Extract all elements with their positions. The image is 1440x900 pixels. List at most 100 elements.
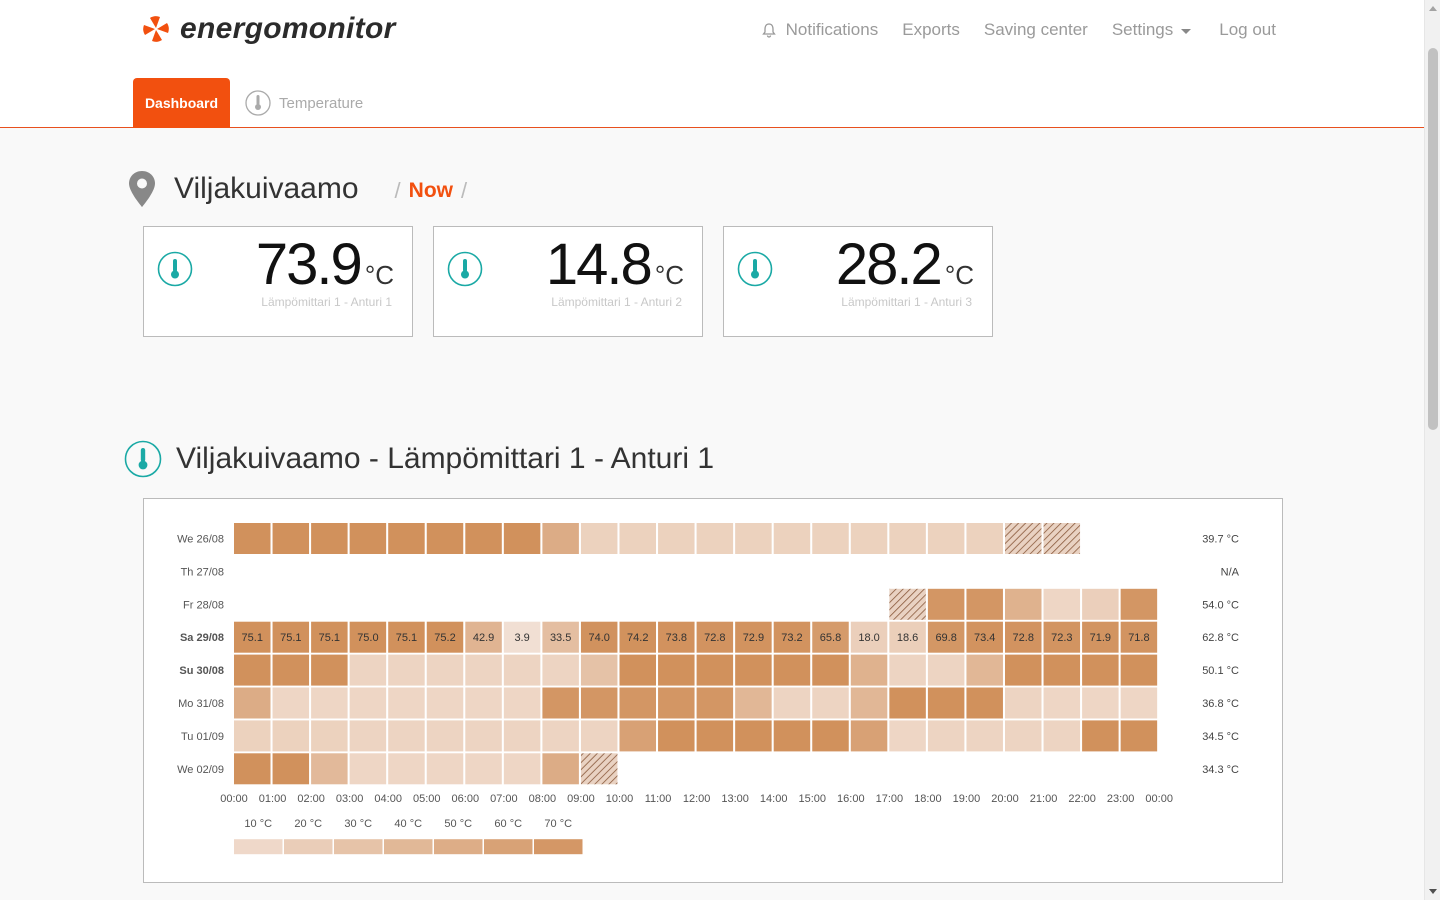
chart-header: Viljakuivaamo - Lämpömittari 1 - Anturi … xyxy=(124,440,714,478)
nav-logout[interactable]: Log out xyxy=(1219,20,1276,40)
legend-swatch xyxy=(384,839,433,855)
heatmap-cell-value: 3.9 xyxy=(514,632,529,644)
heatmap-cell xyxy=(812,654,849,686)
nav-exports-label: Exports xyxy=(902,20,960,39)
heatmap-cell xyxy=(658,523,695,554)
heatmap-cell xyxy=(812,687,849,719)
tab-temperature[interactable]: Temperature xyxy=(245,78,363,128)
heatmap-day-label: Mo 31/08 xyxy=(178,698,224,710)
heatmap-x-tick-label: 08:00 xyxy=(529,793,557,805)
legend-swatch xyxy=(234,839,283,855)
thermometer-icon xyxy=(737,251,773,287)
scroll-down-icon[interactable] xyxy=(1429,889,1437,894)
sensor-value-number: 73.9 xyxy=(255,232,363,297)
heatmap-cell xyxy=(927,720,965,752)
map-pin-icon xyxy=(129,171,155,207)
heatmap-cell xyxy=(349,654,387,686)
heatmap-cell xyxy=(619,720,656,752)
sensor-card[interactable]: 14.8 °C Lämpömittari 1 - Anturi 2 xyxy=(433,226,703,337)
tab-dashboard[interactable]: Dashboard xyxy=(133,78,230,128)
heatmap-x-tick-label: 13:00 xyxy=(721,793,749,805)
sensor-value-number: 14.8 xyxy=(545,232,653,297)
heatmap-cell xyxy=(388,621,425,653)
heatmap-cell xyxy=(696,523,734,554)
heatmap-x-tick-label: 07:00 xyxy=(490,793,518,805)
heatmap-cell xyxy=(696,687,734,719)
heatmap-x-tick-label: 17:00 xyxy=(876,793,904,805)
nav-saving-center[interactable]: Saving center xyxy=(984,20,1088,40)
legend-swatch xyxy=(484,839,533,855)
heatmap-row-summary: 36.8 °C xyxy=(1202,698,1239,710)
heatmap-x-tick-label: 16:00 xyxy=(837,793,865,805)
heatmap-x-tick-label: 21:00 xyxy=(1030,793,1058,805)
heatmap-cell xyxy=(773,654,811,686)
heatmap-cell xyxy=(272,720,310,752)
heatmap-cell xyxy=(580,720,618,752)
energomonitor-logo-icon xyxy=(143,16,169,42)
heatmap-x-tick-label: 20:00 xyxy=(991,793,1019,805)
heatmap-cell-value: 74.0 xyxy=(588,632,609,644)
nav-settings-dropdown[interactable]: Settings xyxy=(1112,20,1192,40)
heatmap-cell xyxy=(812,523,849,554)
heatmap-cell xyxy=(773,621,811,653)
heatmap-cell xyxy=(1082,588,1119,620)
heatmap-cell xyxy=(1120,687,1158,719)
heatmap-cell xyxy=(234,753,271,785)
heatmap-cell xyxy=(542,523,579,554)
sensor-card[interactable]: 73.9 °C Lämpömittari 1 - Anturi 1 xyxy=(143,226,413,337)
heatmap-cell xyxy=(812,720,849,752)
heatmap-cell xyxy=(1005,523,1042,554)
heatmap-cell xyxy=(966,588,1003,620)
heatmap-cell xyxy=(580,753,618,785)
heatmap-cell xyxy=(465,654,502,686)
heatmap-x-tick-label: 02:00 xyxy=(297,793,325,805)
heatmap-cell-value: 71.8 xyxy=(1128,632,1149,644)
scrollbar-thumb[interactable] xyxy=(1428,48,1438,430)
legend-swatch xyxy=(534,839,583,855)
heatmap-cell xyxy=(234,687,271,719)
heatmap-x-tick-label: 22:00 xyxy=(1068,793,1096,805)
heatmap-cell xyxy=(1082,687,1119,719)
heatmap-cell xyxy=(1005,654,1042,686)
heatmap-cell xyxy=(619,654,656,686)
nav-exports[interactable]: Exports xyxy=(902,20,960,40)
heatmap-cell xyxy=(850,621,888,653)
breadcrumb-now[interactable]: Now xyxy=(408,179,453,202)
heatmap-day-label: We 02/09 xyxy=(177,764,224,776)
heatmap-cell-value: 75.0 xyxy=(357,632,378,644)
thermometer-icon xyxy=(157,251,193,287)
heatmap-cell xyxy=(812,621,849,653)
brand-logo[interactable]: energomonitor xyxy=(142,12,396,46)
sensor-label: Lämpömittari 1 - Anturi 2 xyxy=(551,295,682,309)
heatmap-x-tick-label: 12:00 xyxy=(683,793,711,805)
heatmap-cell xyxy=(619,621,656,653)
heatmap-cell xyxy=(311,687,348,719)
heatmap-cell xyxy=(966,523,1003,554)
location-header: Viljakuivaamo / Now / xyxy=(128,170,475,208)
heatmap-cell-value: 73.2 xyxy=(781,632,802,644)
heatmap-cell xyxy=(580,687,618,719)
heatmap-cell xyxy=(927,621,965,653)
breadcrumb-separator: / xyxy=(394,178,401,203)
heatmap-x-tick-label: 18:00 xyxy=(914,793,942,805)
legend-swatch xyxy=(284,839,333,855)
heatmap-cell xyxy=(465,720,502,752)
heatmap-row-summary: 34.3 °C xyxy=(1202,764,1239,776)
heatmap-row-summary: N/A xyxy=(1221,566,1240,578)
page-scrollbar[interactable] xyxy=(1424,0,1440,900)
heatmap-day-label: Tu 01/09 xyxy=(181,731,224,743)
heatmap-cell xyxy=(966,720,1003,752)
heatmap-cell xyxy=(1120,621,1158,653)
heatmap-day-label: Fr 28/08 xyxy=(183,599,224,611)
heatmap-row-summary: 50.1 °C xyxy=(1202,665,1239,677)
sensor-value-unit: °C xyxy=(364,260,394,290)
nav-notifications[interactable]: Notifications xyxy=(761,20,879,40)
sensor-card[interactable]: 28.2 °C Lämpömittari 1 - Anturi 3 xyxy=(723,226,993,337)
legend-label: 30 °C xyxy=(344,818,372,830)
nav-notifications-label: Notifications xyxy=(785,20,879,39)
heatmap-cell xyxy=(272,654,310,686)
heatmap-x-tick-label: 23:00 xyxy=(1107,793,1135,805)
heatmap-cell xyxy=(889,654,926,686)
heatmap-cell-value: 75.1 xyxy=(280,632,301,644)
scroll-up-icon[interactable] xyxy=(1429,6,1437,11)
